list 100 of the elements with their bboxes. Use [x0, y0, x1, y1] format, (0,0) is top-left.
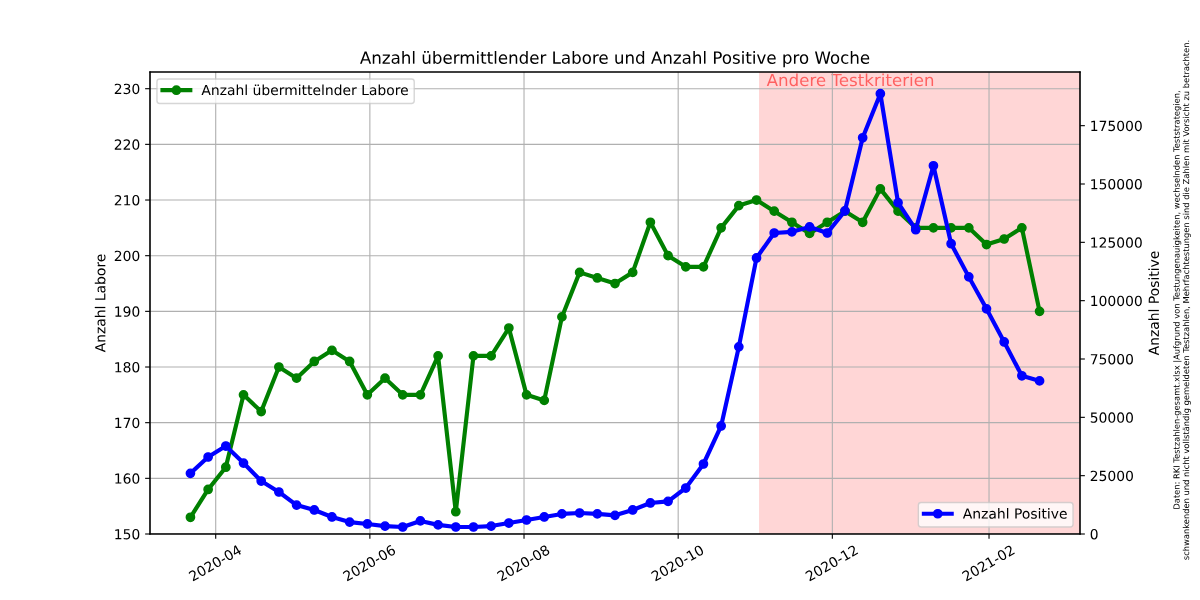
point — [769, 228, 780, 238]
point — [486, 521, 497, 531]
point — [981, 303, 992, 314]
point — [415, 389, 426, 400]
point — [627, 505, 638, 515]
point — [893, 197, 903, 208]
point — [468, 522, 479, 532]
legend-label: Anzahl übermittelnder Labore — [201, 84, 408, 96]
point — [610, 278, 620, 289]
point — [291, 373, 302, 384]
y-tick-label: 170 — [115, 417, 140, 429]
point — [822, 228, 833, 238]
y-tick-label: 160 — [115, 473, 140, 484]
point — [274, 487, 284, 497]
point — [380, 521, 390, 531]
point — [309, 505, 320, 515]
point — [787, 217, 797, 228]
point — [503, 323, 514, 333]
point — [539, 512, 550, 522]
y-tick-label: 230 — [114, 83, 140, 95]
point — [574, 508, 585, 518]
point — [1034, 306, 1045, 317]
y-tick-label: 180 — [115, 361, 140, 373]
point — [698, 261, 709, 272]
point — [592, 509, 603, 519]
point — [256, 406, 267, 417]
point — [822, 217, 833, 228]
y2-tick-label: 75000 — [1090, 353, 1133, 365]
point — [645, 498, 656, 508]
point — [362, 389, 373, 400]
y-tick-label: 210 — [114, 194, 140, 206]
point — [521, 389, 532, 400]
y2-tick-label: 175000 — [1091, 120, 1142, 132]
point — [185, 512, 196, 523]
point — [804, 222, 815, 232]
point — [946, 238, 956, 249]
y2-tick-label: 150000 — [1091, 178, 1142, 190]
point — [468, 351, 479, 361]
y-tick-label: 190 — [115, 306, 140, 317]
point — [716, 421, 727, 431]
point — [698, 459, 709, 469]
point — [521, 515, 532, 525]
point — [751, 195, 762, 205]
point — [344, 356, 355, 367]
point — [433, 520, 443, 530]
point — [256, 476, 267, 486]
y2-axis-title: Anzahl Positive — [1148, 251, 1160, 356]
point — [291, 500, 302, 510]
point — [220, 441, 231, 451]
point — [680, 483, 691, 493]
point — [344, 517, 355, 527]
point — [928, 160, 939, 171]
point — [220, 462, 231, 473]
point — [433, 351, 443, 361]
point — [963, 222, 974, 233]
point — [963, 272, 974, 282]
y2-tick-label: 25000 — [1090, 470, 1133, 482]
point — [557, 312, 567, 322]
point — [450, 506, 461, 517]
point — [450, 522, 461, 532]
point — [327, 512, 337, 522]
point — [539, 395, 550, 406]
point — [1034, 376, 1045, 386]
point — [663, 496, 673, 507]
point — [503, 518, 514, 528]
point — [999, 337, 1010, 347]
point — [1017, 222, 1027, 233]
point — [928, 222, 939, 233]
point — [309, 356, 320, 367]
y-tick-label: 200 — [114, 250, 140, 262]
point — [397, 522, 408, 532]
y2-tick-label: 50000 — [1090, 412, 1133, 423]
point — [415, 516, 426, 526]
chart-title: Anzahl übermittlender Labore und Anzahl Positive pro Woche — [360, 51, 870, 68]
point — [238, 389, 249, 400]
point — [238, 458, 249, 468]
y-tick-label: 220 — [114, 139, 140, 150]
point — [203, 452, 213, 462]
y-tick-label: 150 — [115, 528, 140, 540]
y2-tick-label: 125000 — [1091, 237, 1142, 248]
point — [857, 217, 868, 228]
point — [574, 267, 585, 278]
point — [999, 234, 1010, 244]
point — [1017, 370, 1027, 381]
point — [769, 206, 780, 217]
point — [663, 250, 673, 261]
point — [981, 239, 992, 250]
point — [751, 253, 762, 263]
point — [380, 373, 390, 384]
point — [397, 389, 408, 400]
point — [680, 261, 691, 272]
point — [185, 468, 196, 479]
point — [557, 509, 567, 519]
point — [327, 345, 337, 356]
point — [733, 342, 744, 352]
point — [627, 267, 638, 278]
point — [203, 484, 213, 495]
point — [787, 226, 797, 237]
point — [274, 362, 284, 372]
point — [875, 184, 886, 194]
